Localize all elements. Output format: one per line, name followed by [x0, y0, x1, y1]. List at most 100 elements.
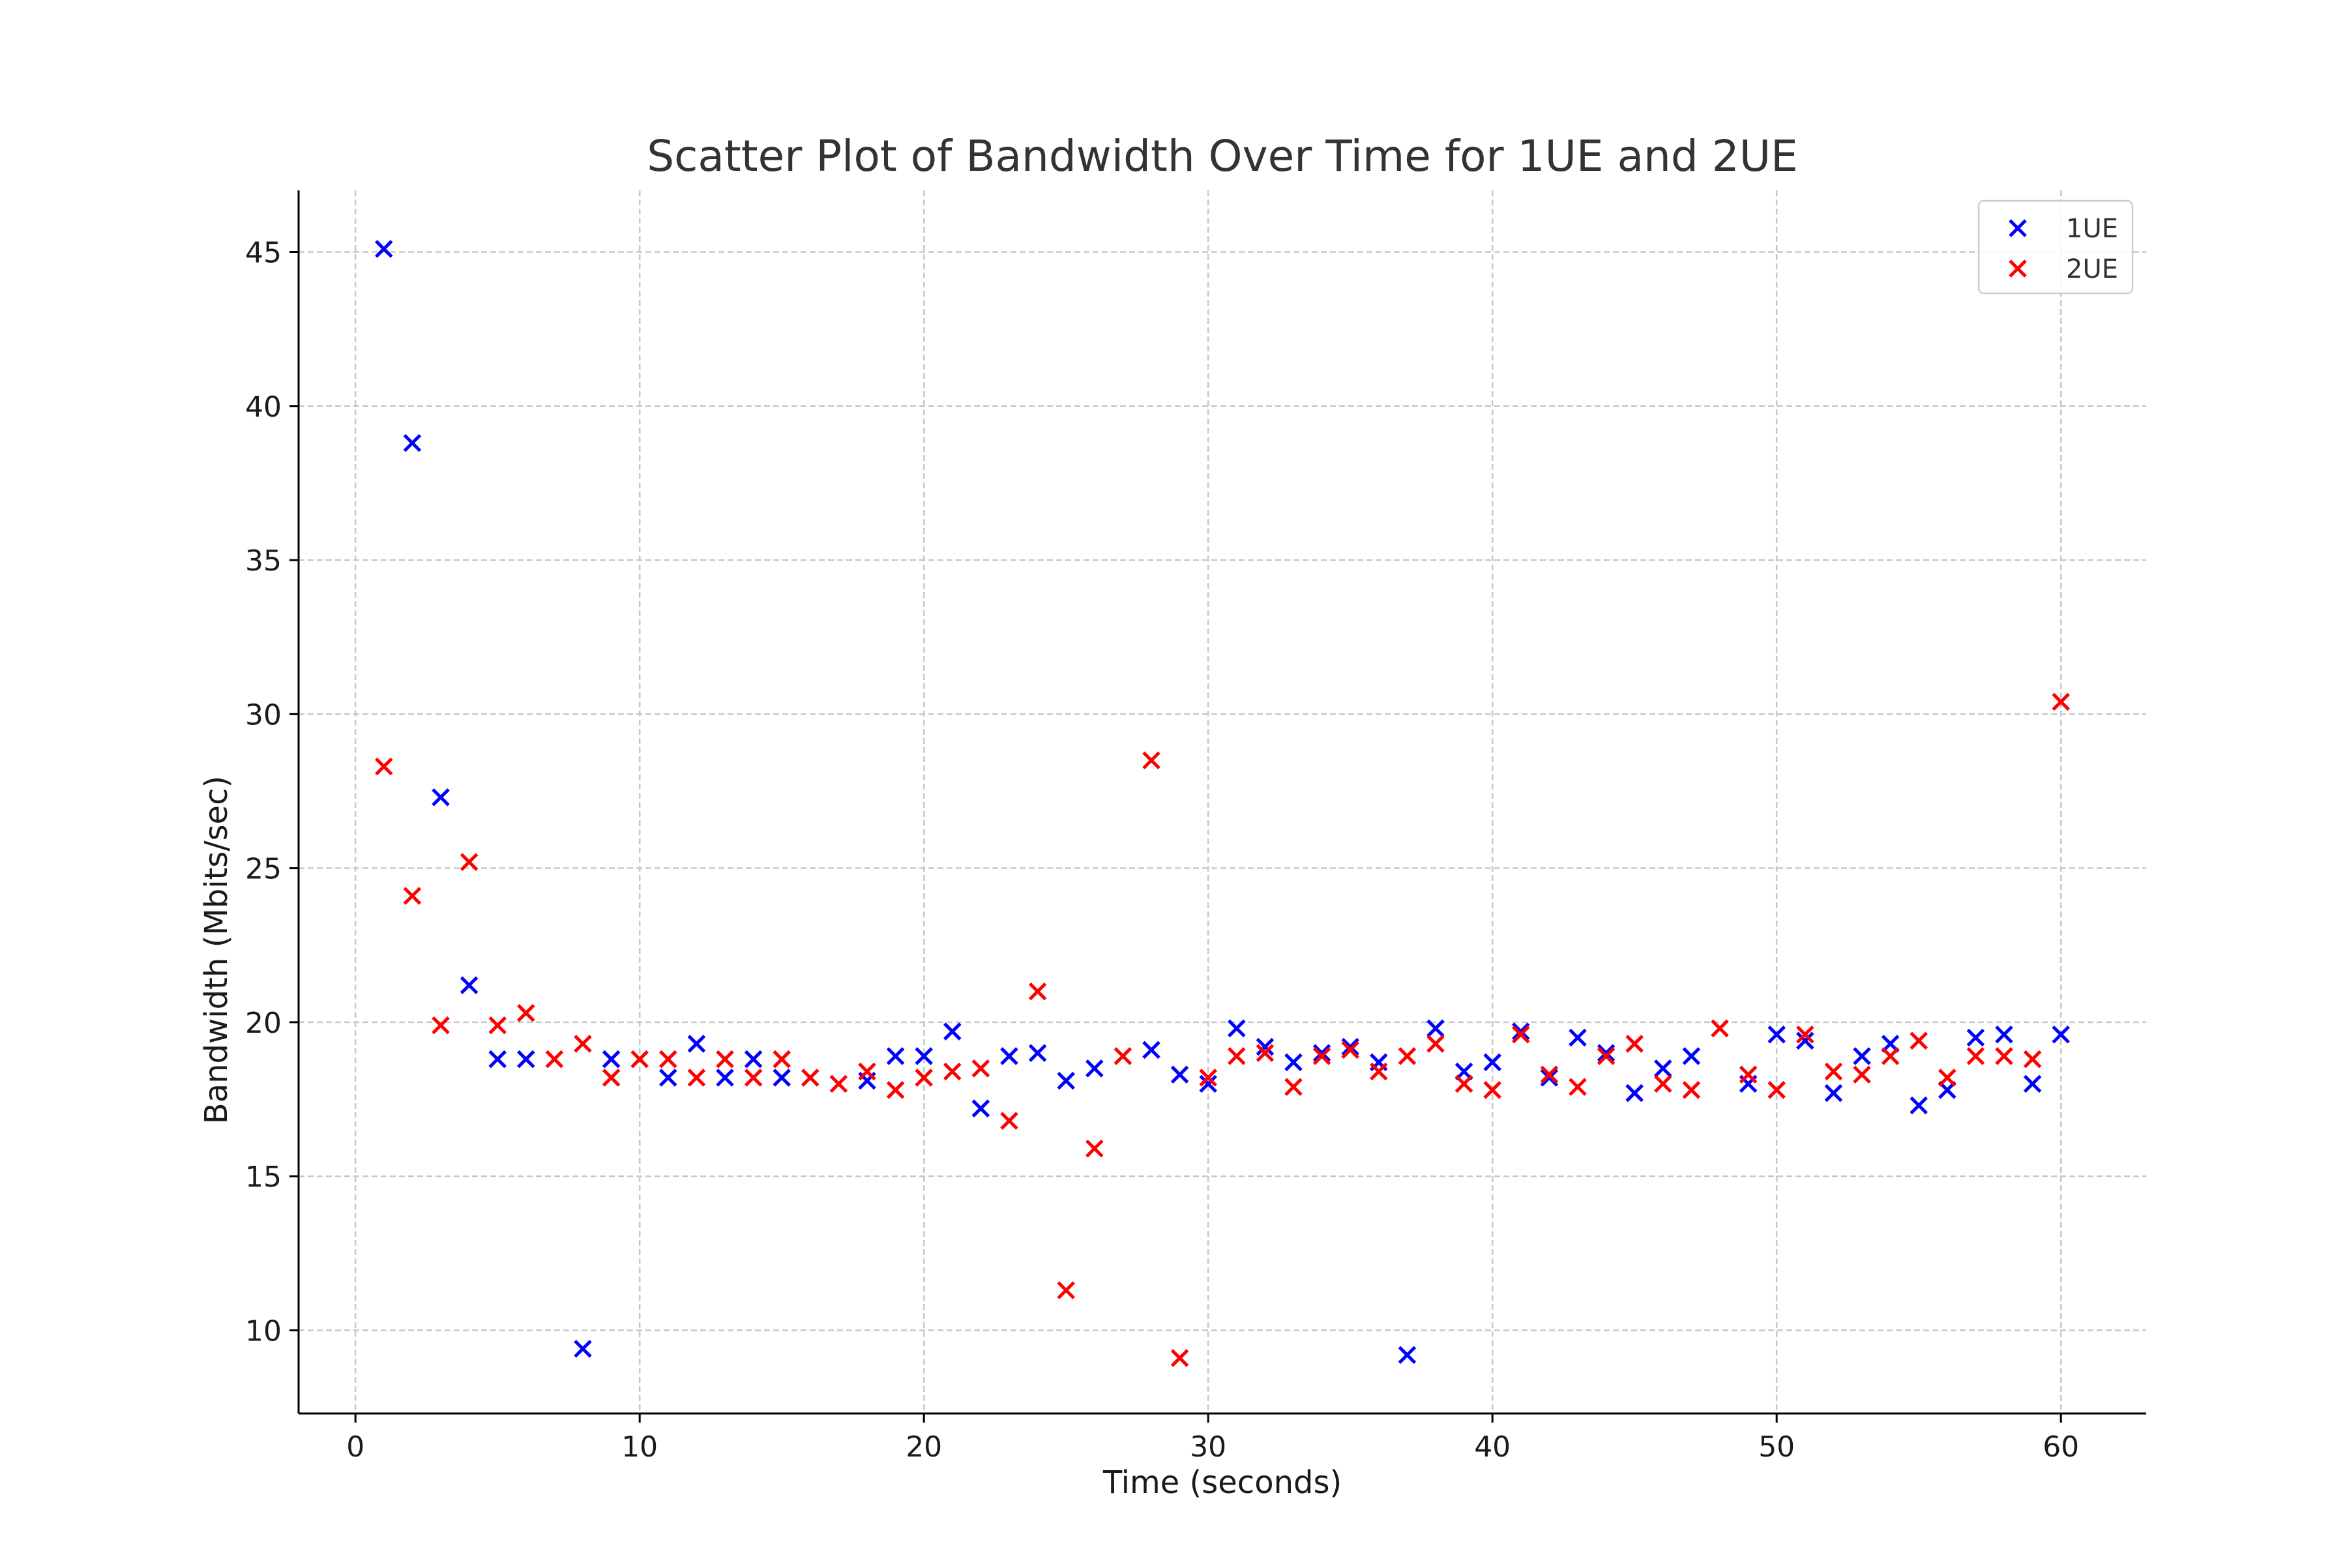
data-point-1ue: [1995, 1026, 2013, 1044]
data-point-1ue: [1426, 1019, 1445, 1038]
data-point-2ue: [1569, 1078, 1587, 1096]
data-point-2ue: [2023, 1050, 2042, 1069]
data-point-2ue: [1881, 1047, 1900, 1065]
data-point-2ue: [1597, 1047, 1616, 1065]
data-point-1ue: [971, 1099, 990, 1117]
y-tick-label: 45: [245, 237, 282, 270]
data-point-1ue: [1199, 1074, 1217, 1093]
legend-label-1ue: 1UE: [2066, 214, 2118, 244]
data-point-1ue: [716, 1069, 734, 1087]
data-point-1ue: [460, 976, 479, 994]
data-point-2ue: [1398, 1047, 1417, 1065]
data-point-1ue: [602, 1050, 621, 1069]
data-point-2ue: [517, 1003, 535, 1022]
data-point-1ue: [1597, 1044, 1616, 1062]
y-tick-label: 15: [245, 1161, 282, 1194]
data-point-2ue: [1625, 1035, 1644, 1053]
y-axis-label: Bandwidth (Mbits/sec): [198, 776, 235, 1124]
data-point-1ue: [687, 1035, 706, 1053]
y-tick-label: 30: [245, 698, 282, 732]
data-point-1ue: [517, 1050, 535, 1069]
data-point-1ue: [1256, 1037, 1275, 1056]
data-point-1ue: [1512, 1022, 1530, 1041]
data-point-2ue: [545, 1050, 564, 1069]
data-point-2ue: [1682, 1081, 1701, 1099]
data-point-2ue: [1114, 1047, 1132, 1065]
data-point-2ue: [375, 757, 393, 776]
legend-marker-1ue: [2009, 219, 2027, 237]
data-point-2ue: [744, 1069, 763, 1087]
data-point-2ue: [1966, 1047, 1985, 1065]
data-point-1ue: [1966, 1028, 1985, 1047]
data-point-2ue: [716, 1050, 734, 1069]
x-tick-label: 0: [346, 1430, 364, 1464]
data-point-1ue: [1057, 1071, 1075, 1090]
data-point-2ue: [1995, 1047, 2013, 1065]
chart-title: Scatter Plot of Bandwidth Over Time for …: [647, 131, 1798, 181]
data-point-1ue: [915, 1047, 933, 1065]
data-point-1ue: [1284, 1053, 1303, 1072]
data-point-1ue: [1796, 1031, 1814, 1050]
data-point-2ue: [1170, 1349, 1189, 1367]
data-point-2ue: [602, 1069, 621, 1087]
x-axis-label: Time (seconds): [1102, 1464, 1342, 1501]
data-point-1ue: [1000, 1047, 1018, 1065]
data-point-1ue: [1853, 1047, 1871, 1065]
data-point-2ue: [915, 1069, 933, 1087]
data-point-1ue: [432, 788, 450, 806]
data-point-2ue: [886, 1081, 905, 1099]
x-tick-label: 20: [906, 1430, 942, 1464]
data-point-1ue: [1824, 1084, 1843, 1102]
data-point-1ue: [1398, 1346, 1417, 1364]
data-point-2ue: [801, 1069, 819, 1087]
data-point-2ue: [687, 1069, 706, 1087]
series-1ue: [375, 240, 2070, 1364]
data-point-2ue: [943, 1062, 962, 1081]
data-point-1ue: [375, 240, 393, 258]
data-point-1ue: [1767, 1026, 1786, 1044]
grid-lines: [299, 190, 2146, 1413]
data-point-1ue: [1228, 1019, 1246, 1038]
data-point-1ue: [1085, 1059, 1104, 1078]
data-point-1ue: [1341, 1037, 1359, 1056]
data-point-2ue: [488, 1016, 507, 1035]
y-tick-label: 20: [245, 1007, 282, 1040]
axes: [289, 190, 2146, 1423]
data-point-2ue: [1767, 1081, 1786, 1099]
data-point-2ue: [1256, 1044, 1275, 1062]
data-point-2ue: [1654, 1074, 1672, 1093]
data-point-2ue: [1142, 751, 1160, 769]
data-point-2ue: [1824, 1062, 1843, 1081]
data-point-1ue: [886, 1047, 905, 1065]
data-point-2ue: [1284, 1078, 1303, 1096]
data-point-2ue: [1312, 1047, 1331, 1065]
data-point-2ue: [1910, 1031, 1928, 1050]
data-point-2ue: [574, 1035, 592, 1053]
data-point-1ue: [1910, 1096, 1928, 1115]
data-point-1ue: [659, 1069, 677, 1087]
data-point-2ue: [1341, 1041, 1359, 1059]
data-point-2ue: [1711, 1019, 1729, 1038]
data-point-2ue: [1853, 1065, 1871, 1084]
data-point-1ue: [1654, 1059, 1672, 1078]
data-point-1ue: [2052, 1026, 2070, 1044]
y-tick-label: 10: [245, 1314, 282, 1348]
data-point-1ue: [1483, 1053, 1501, 1072]
data-point-1ue: [488, 1050, 507, 1069]
data-point-2ue: [1938, 1069, 1956, 1087]
x-tick-label: 50: [1758, 1430, 1795, 1464]
data-point-1ue: [773, 1069, 791, 1087]
data-point-2ue: [1370, 1062, 1388, 1081]
data-point-2ue: [1057, 1281, 1075, 1299]
data-point-1ue: [1569, 1028, 1587, 1047]
data-point-1ue: [1312, 1044, 1331, 1062]
data-point-2ue: [2052, 692, 2070, 711]
data-point-2ue: [1199, 1069, 1217, 1087]
data-point-2ue: [1512, 1026, 1530, 1044]
x-tick-label: 30: [1190, 1430, 1226, 1464]
data-point-2ue: [1000, 1112, 1018, 1130]
legend-label-2ue: 2UE: [2066, 254, 2118, 284]
data-point-1ue: [1170, 1065, 1189, 1084]
